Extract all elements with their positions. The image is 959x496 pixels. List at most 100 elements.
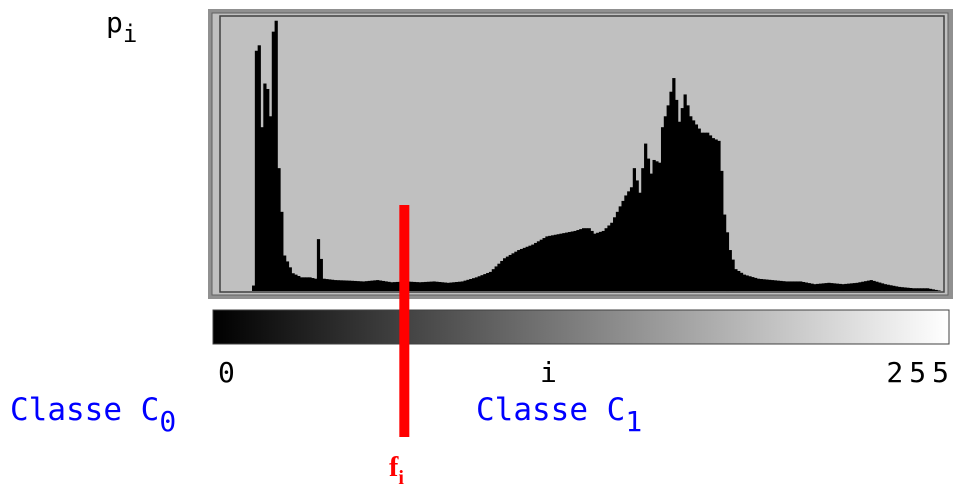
histogram-bar [294, 274, 298, 291]
histogram-bar [579, 229, 583, 291]
histogram-bar [672, 78, 676, 291]
histogram-bar [418, 282, 422, 291]
histogram-bar [271, 31, 275, 292]
histogram-bar [525, 246, 529, 291]
histogram-bar [596, 232, 600, 291]
class-c1-label: Classe C1 [476, 392, 642, 438]
histogram-bar [567, 232, 572, 291]
histogram-bar [830, 283, 834, 291]
histogram-bar [911, 288, 916, 291]
histogram-bar [266, 88, 270, 291]
histogram-bars [252, 20, 941, 292]
histogram-bar [663, 116, 668, 291]
histogram-bar [787, 281, 792, 291]
histogram-bar [553, 234, 558, 291]
histogram-bar [883, 284, 887, 292]
histogram-bar [426, 281, 431, 291]
histogram-bar [503, 258, 507, 291]
histogram-bar [686, 105, 690, 291]
histogram-bar [765, 279, 769, 291]
histogram-bar [308, 277, 312, 291]
histogram-bar [373, 280, 377, 291]
histogram-bar [486, 272, 490, 291]
y-axis-label-sub: i [123, 20, 137, 48]
histogram-bar [720, 170, 724, 291]
histogram-bar [421, 282, 425, 291]
histogram-bar [801, 281, 806, 291]
histogram-bar [302, 277, 307, 291]
histogram-bar [415, 282, 419, 291]
histogram-bar [550, 235, 555, 291]
histogram-bar [472, 278, 476, 291]
histogram-bar [872, 280, 876, 291]
x-tick-label-i: i [540, 356, 557, 389]
histogram-bar [928, 288, 933, 291]
histogram-bar [556, 234, 560, 291]
histogram-bar [759, 278, 763, 291]
y-axis-label: pi [106, 6, 137, 48]
histogram-bar [435, 281, 439, 291]
histogram-bar [474, 277, 479, 291]
histogram-bar [457, 281, 462, 291]
histogram-bar [858, 282, 862, 291]
histogram-bar [838, 283, 842, 291]
histogram-bar [903, 287, 907, 291]
histogram-bar [782, 281, 786, 291]
histogram-bar [785, 281, 789, 291]
histogram-bar [285, 261, 290, 291]
histogram-bar [638, 192, 642, 291]
histogram-bar [723, 214, 727, 291]
histogram-bar [624, 195, 628, 291]
histogram-bar [660, 127, 665, 291]
histogram-bar [821, 283, 825, 291]
histogram-bar [917, 288, 921, 291]
histogram-bar [545, 236, 549, 291]
histogram-bar [381, 280, 385, 291]
histogram-bar [844, 283, 848, 291]
histogram-bar [359, 281, 363, 291]
histogram-bar [900, 287, 904, 291]
histogram-bar [497, 263, 501, 291]
histogram-bar [582, 228, 586, 291]
histogram-bar [635, 180, 639, 292]
histogram-bar [669, 91, 673, 292]
histogram-bar [618, 206, 622, 291]
histogram-bar [610, 222, 614, 291]
histogram-bar [621, 200, 625, 291]
histogram-bar [412, 281, 416, 291]
histogram-bar [367, 280, 371, 291]
grayscale-bar [212, 309, 950, 345]
histogram-bar [283, 255, 287, 291]
histogram-bar [519, 248, 524, 291]
histogram-bar [683, 94, 687, 291]
histogram-bar [914, 288, 919, 291]
histogram-bar [866, 280, 871, 291]
histogram-bar [855, 282, 859, 291]
histogram-bar [274, 20, 278, 291]
histogram-bar [827, 282, 831, 291]
histogram-bar [689, 116, 693, 291]
histogram-bar [299, 277, 304, 291]
histogram-bar [807, 283, 811, 291]
histogram-bar [252, 285, 256, 291]
histogram-bar [342, 280, 346, 291]
histogram-bar [725, 232, 730, 292]
histogram-bar [748, 276, 752, 291]
histogram-bar [892, 285, 896, 291]
histogram-bar [889, 285, 893, 291]
histogram-bar [886, 284, 890, 291]
histogram-bar [522, 247, 526, 291]
histogram-bar [452, 282, 456, 291]
histogram-bar [514, 251, 518, 291]
histogram-bar [655, 161, 659, 291]
histogram-bar [813, 284, 817, 292]
histogram-bar [378, 280, 383, 291]
histogram-bar [703, 132, 707, 291]
histogram-bar [362, 281, 366, 291]
histogram-bar [539, 239, 543, 291]
histogram-bar [330, 279, 335, 291]
histogram-bar [260, 127, 264, 291]
histogram-bar [706, 132, 710, 291]
